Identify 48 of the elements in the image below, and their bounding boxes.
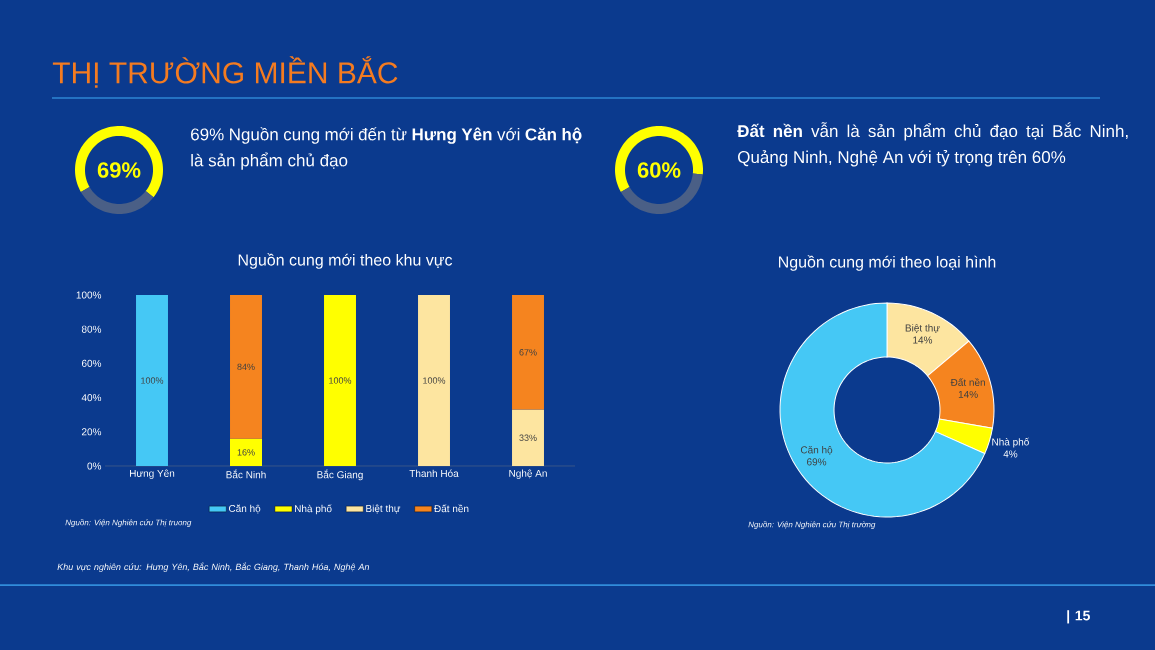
bar [324,295,356,466]
data-label: 14% [958,390,978,398]
slice-label: Nhà phố [992,437,1030,448]
data-label: 100% [141,377,164,384]
legend-label: Nhà phố [295,504,332,515]
data-label: 33% [519,434,537,441]
bar [136,295,168,466]
text: 60% [637,162,681,178]
text: 69% Nguồn cung mới đến từ Hưng Yên với Căn hộ là sản phẩm chủ đạo [191,127,582,170]
data-label: 100% [423,377,446,384]
legend-label: Đất nền [434,504,469,513]
chart-title: Nguồn cung mới theo loại hình [779,255,996,271]
data-label: 100% [329,377,352,384]
slice-label: Đất nền [950,378,985,386]
bar [512,295,544,410]
legend-label: Biệt thự [366,504,401,514]
bar [230,295,262,439]
text: | 15 [1067,610,1090,624]
bar [230,438,262,466]
slice-label: Biệt thự [905,324,940,333]
x-tick-label: Nghệ An [509,469,547,479]
text: Nguồn: Viện Nghiên cứu Thị truong [65,519,192,527]
text: Đất nền vẫn là sản phẩm chủ đạo tại Bắc Ninh, Quảng Ninh, Nghệ An với tỷ trọng trên 60% [737,122,1128,167]
data-label: 4% [1003,450,1018,458]
text: Khu vực nghiên cứu: Hưng Yên, Bắc Ninh, Bắc Giang, Thanh Hóa, Nghệ An [57,562,370,572]
legend-label: Căn hộ [228,504,261,514]
data-label: 67% [519,349,537,356]
y-tick-label: 60% [81,359,102,367]
text: THỊ TRƯỜNG MIỀN BẮC [52,56,398,88]
x-tick-label: Hưng Yên [130,469,175,479]
text: 69% [97,162,141,178]
data-label: 84% [237,363,255,371]
bar [512,409,544,466]
chart-title: Nguồn cung mới theo khu vực [238,253,453,269]
y-tick-label: 40% [81,394,102,402]
data-label: 14% [913,336,933,344]
y-tick-label: 20% [81,428,102,436]
y-tick-label: 0% [87,462,102,470]
x-tick-label: Bắc Giang [317,469,363,481]
y-tick-label: 100% [76,291,102,299]
bar [418,295,450,466]
x-tick-label: Bắc Ninh [226,469,266,479]
data-label: 16% [237,449,255,456]
text: Nguồn: Viện Nghiên cứu Thị trường [748,521,876,529]
y-tick-label: 80% [81,325,102,333]
data-label: 69% [807,458,827,466]
x-tick-label: Thanh Hóa [409,469,459,477]
slice-label: Căn hộ [800,445,833,455]
